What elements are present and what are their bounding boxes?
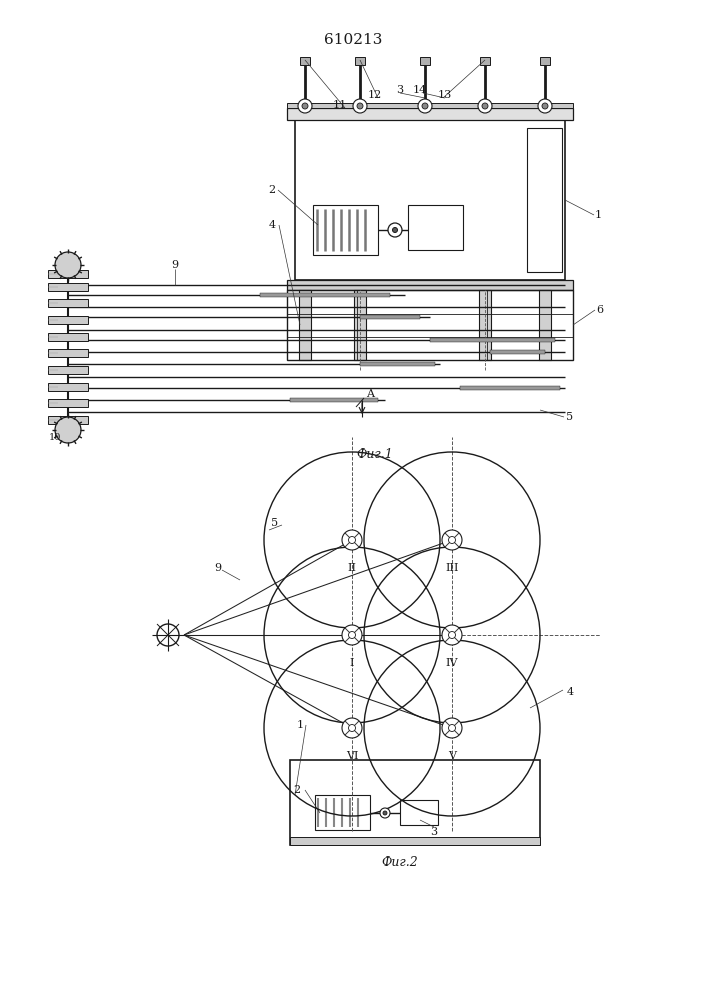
Text: 3: 3 [431, 827, 438, 837]
Circle shape [298, 99, 312, 113]
Circle shape [342, 625, 362, 645]
Circle shape [418, 99, 432, 113]
Circle shape [448, 632, 455, 639]
Bar [48, 366, 88, 374]
Circle shape [392, 228, 397, 232]
Bar [48, 283, 88, 291]
Text: A: A [366, 389, 374, 399]
Circle shape [478, 99, 492, 113]
Bar [287, 103, 573, 108]
Text: 10: 10 [49, 434, 62, 442]
Text: 12: 12 [368, 90, 382, 100]
Bar [527, 128, 562, 272]
Circle shape [448, 724, 455, 732]
Bar [48, 349, 88, 357]
Bar [420, 57, 430, 65]
Text: 3: 3 [397, 85, 404, 95]
Circle shape [349, 536, 356, 544]
Text: 610213: 610213 [324, 33, 382, 47]
Bar [479, 290, 491, 360]
Bar [48, 270, 88, 278]
Text: 1: 1 [296, 720, 303, 730]
Bar [354, 290, 366, 360]
Bar [400, 800, 438, 825]
Bar [287, 280, 573, 290]
Bar [430, 338, 555, 342]
Text: Фиг.2: Фиг.2 [382, 856, 419, 868]
Bar [460, 386, 560, 390]
Bar [408, 205, 463, 250]
Text: V: V [448, 751, 456, 761]
Circle shape [349, 632, 356, 639]
Circle shape [357, 103, 363, 109]
Bar [290, 837, 540, 845]
Text: Фиг.1: Фиг.1 [356, 448, 393, 462]
Circle shape [442, 718, 462, 738]
Bar [48, 399, 88, 407]
Circle shape [55, 417, 81, 443]
Bar [48, 316, 88, 324]
Bar [355, 57, 365, 65]
Circle shape [383, 811, 387, 815]
Text: 2: 2 [293, 785, 300, 795]
Text: 11: 11 [333, 100, 347, 110]
Circle shape [388, 223, 402, 237]
Bar [48, 416, 88, 424]
Bar [287, 108, 573, 120]
Text: III: III [445, 563, 459, 573]
Circle shape [342, 530, 362, 550]
Circle shape [442, 625, 462, 645]
Circle shape [448, 536, 455, 544]
Bar [300, 57, 310, 65]
Bar [290, 760, 540, 845]
Bar [540, 57, 550, 65]
Text: 13: 13 [438, 90, 452, 100]
Bar [48, 383, 88, 391]
Circle shape [353, 99, 367, 113]
Bar [539, 290, 551, 360]
Circle shape [482, 103, 488, 109]
Bar [260, 293, 390, 297]
Bar [299, 290, 311, 360]
Text: 5: 5 [566, 412, 573, 422]
Bar [295, 120, 565, 280]
Text: 6: 6 [597, 305, 604, 315]
Text: 5: 5 [271, 518, 279, 528]
Circle shape [538, 99, 552, 113]
Text: IV: IV [445, 658, 458, 668]
Text: VI: VI [346, 751, 358, 761]
Bar [48, 299, 88, 307]
Bar [290, 398, 378, 402]
Bar [360, 362, 435, 366]
Bar [490, 350, 545, 354]
Bar [48, 333, 88, 341]
Text: I: I [350, 658, 354, 668]
Bar [313, 205, 378, 255]
Text: 9: 9 [214, 563, 221, 573]
Bar [315, 795, 370, 830]
Circle shape [349, 724, 356, 732]
Text: 1: 1 [595, 210, 602, 220]
Circle shape [342, 718, 362, 738]
Circle shape [302, 103, 308, 109]
Bar [287, 290, 573, 360]
Text: 4: 4 [269, 220, 276, 230]
Circle shape [442, 530, 462, 550]
Text: 4: 4 [566, 687, 573, 697]
Circle shape [542, 103, 548, 109]
Text: 14: 14 [413, 85, 427, 95]
Bar [480, 57, 490, 65]
Text: 2: 2 [269, 185, 276, 195]
Text: II: II [348, 563, 356, 573]
Circle shape [380, 808, 390, 818]
Circle shape [55, 252, 81, 278]
Bar [360, 315, 420, 319]
Circle shape [422, 103, 428, 109]
Text: 9: 9 [171, 260, 179, 270]
